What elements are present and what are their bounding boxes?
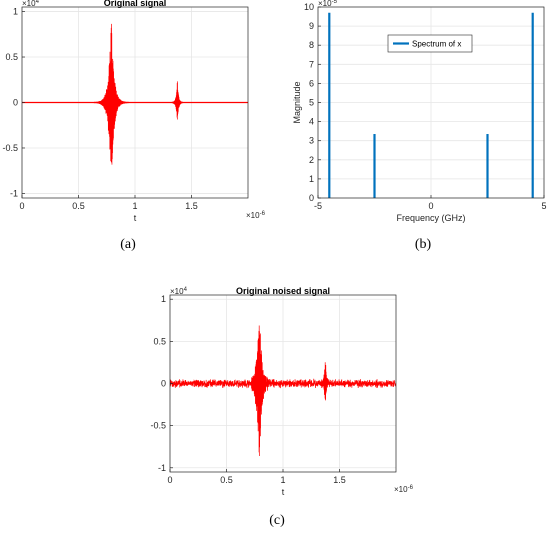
panel-caption: (b) bbox=[415, 237, 432, 252]
chart-title: Original signal bbox=[104, 0, 167, 8]
y-exponent-label: ×10-5 bbox=[318, 0, 338, 8]
legend-label: Spectrum of x bbox=[412, 40, 461, 49]
x-tick-label: -5 bbox=[314, 201, 322, 211]
x-tick-label: 0 bbox=[167, 475, 172, 485]
x-tick-label: 1.5 bbox=[185, 201, 198, 211]
y-tick-label: 0 bbox=[161, 379, 166, 389]
y-tick-label: 6 bbox=[309, 78, 314, 88]
x-axis-label: t bbox=[134, 213, 137, 223]
x-tick-label: 5 bbox=[541, 201, 546, 211]
y-tick-label: 1 bbox=[309, 174, 314, 184]
x-tick-label: 1.5 bbox=[333, 475, 346, 485]
y-tick-label: 2 bbox=[309, 155, 314, 165]
x-tick-label: 1 bbox=[132, 201, 137, 211]
legend: Spectrum of x bbox=[387, 34, 473, 53]
x-axis-label: Frequency (GHz) bbox=[396, 213, 465, 223]
chart-title: Original noised signal bbox=[236, 286, 330, 296]
y-tick-label: -1 bbox=[158, 463, 166, 473]
y-tick-label: -0.5 bbox=[150, 421, 166, 431]
x-exponent-label: ×10-6 bbox=[394, 485, 414, 494]
y-tick-label: 5 bbox=[309, 98, 314, 108]
x-exponent-label: ×10-6 bbox=[246, 211, 266, 220]
y-tick-label: 0 bbox=[13, 98, 18, 108]
y-tick-label: 0.5 bbox=[5, 52, 18, 62]
y-tick-label: 1 bbox=[13, 7, 18, 17]
legend-box bbox=[387, 34, 473, 53]
y-tick-label: 8 bbox=[309, 40, 314, 50]
x-tick-label: 0 bbox=[428, 201, 433, 211]
y-tick-label: 9 bbox=[309, 21, 314, 31]
y-tick-label: 0 bbox=[309, 193, 314, 203]
panel-original-signal: 0 0.5 1 1.5 1 0.5 0 -0.5 -1 Original signal t ×104 ×… bbox=[2, 0, 265, 252]
y-tick-label: 7 bbox=[309, 59, 314, 69]
y-tick-label: -1 bbox=[10, 188, 18, 198]
x-tick-label: 1 bbox=[280, 475, 285, 485]
y-tick-label: 10 bbox=[304, 2, 314, 12]
panel-caption: (a) bbox=[120, 237, 136, 252]
y-tick-label: 4 bbox=[309, 117, 314, 127]
y-tick-label: 0.5 bbox=[153, 336, 166, 346]
y-exponent-label: ×104 bbox=[170, 287, 188, 296]
y-tick-label: 1 bbox=[161, 294, 166, 304]
x-tick-label: 0.5 bbox=[72, 201, 85, 211]
x-tick-label: 0 bbox=[19, 201, 24, 211]
signal-series-line bbox=[22, 23, 248, 165]
panel-caption: (c) bbox=[269, 513, 285, 528]
y-tick-label: 3 bbox=[309, 136, 314, 146]
signal-series-line bbox=[170, 325, 396, 457]
y-tick-label: -0.5 bbox=[2, 143, 18, 153]
x-axis-label: t bbox=[282, 487, 285, 497]
y-axis-label: Magnitude bbox=[292, 81, 302, 123]
x-tick-label: 0.5 bbox=[220, 475, 233, 485]
panel-original-noised-signal: 0 0.5 1 1.5 1 0.5 0 -0.5 -1 Original noised signa… bbox=[150, 286, 413, 528]
y-exponent-label: ×104 bbox=[22, 0, 40, 8]
